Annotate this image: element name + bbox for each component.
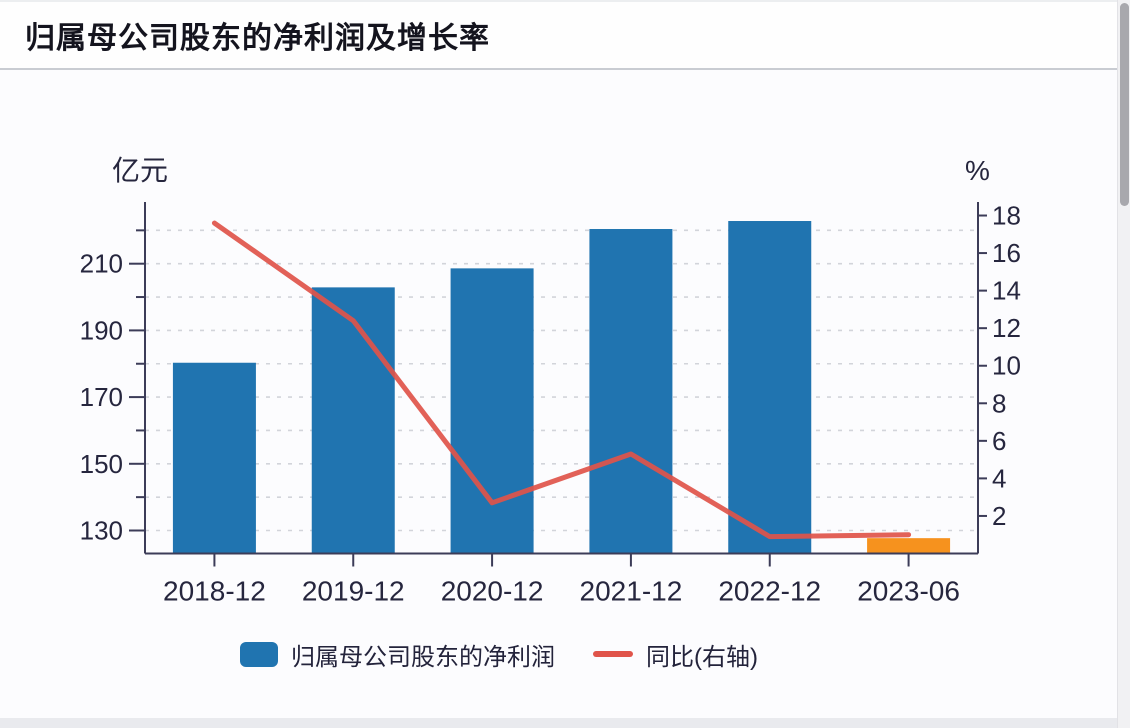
bar-2021-12[interactable] [589,229,673,554]
left-tick-label: 170 [80,382,123,412]
scrollbar-track[interactable] [1117,0,1130,728]
right-axis-unit-label: % [965,155,990,186]
x-tick-label: 2018-12 [163,576,266,607]
profit-growth-chart[interactable]: 130 150 170 190 210 2 4 6 8 10 12 14 16 18 2018-12 2019… [0,70,1130,718]
x-tick-label: 2020-12 [441,576,544,607]
legend-line-swatch-icon [593,651,633,657]
x-tick-label: 2022-12 [718,576,821,607]
right-tick-label: 10 [992,351,1021,381]
legend-item-growth[interactable]: 同比(右轴) [593,637,758,672]
x-tick-label: 2021-12 [580,576,683,607]
right-tick-label: 6 [992,426,1006,456]
right-tick-label: 16 [992,238,1021,268]
page-title: 归属母公司股东的净利润及增长率 [25,22,490,55]
right-tick-label: 18 [992,201,1021,231]
left-tick-label: 130 [80,515,123,545]
right-tick-label: 8 [992,388,1006,418]
scrollbar-thumb[interactable] [1120,3,1129,206]
bar-2023-06[interactable] [867,538,951,554]
title-bar: 归属母公司股东的净利润及增长率 [0,2,1130,70]
right-tick-label: 12 [992,313,1021,343]
growth-line[interactable] [211,220,912,540]
right-tick-label: 2 [992,501,1006,531]
legend-bar-swatch-icon [240,641,278,667]
legend-label: 同比(右轴) [646,643,758,671]
right-tick-label: 4 [992,463,1006,493]
left-tick-label: 190 [80,315,123,345]
x-tick-label: 2019-12 [302,576,405,607]
left-tick-label: 210 [80,249,123,279]
bar-2018-12[interactable] [172,362,256,554]
chart-legend: 归属母公司股东的净利润 同比(右轴) [0,634,1064,674]
legend-item-profit[interactable]: 归属母公司股东的净利润 [240,637,555,672]
bar-2022-12[interactable] [728,221,812,554]
bar-2019-12[interactable] [311,287,395,554]
chart-region: 130 150 170 190 210 2 4 6 8 10 12 14 16 18 2018-12 2019… [0,70,1130,718]
left-axis-unit-label: 亿元 [112,155,168,186]
left-tick-label: 150 [80,449,123,479]
x-tick-label: 2023-06 [857,576,960,607]
legend-label: 归属母公司股东的净利润 [291,643,555,671]
right-tick-label: 14 [992,276,1021,306]
bar-2020-12[interactable] [450,268,534,554]
